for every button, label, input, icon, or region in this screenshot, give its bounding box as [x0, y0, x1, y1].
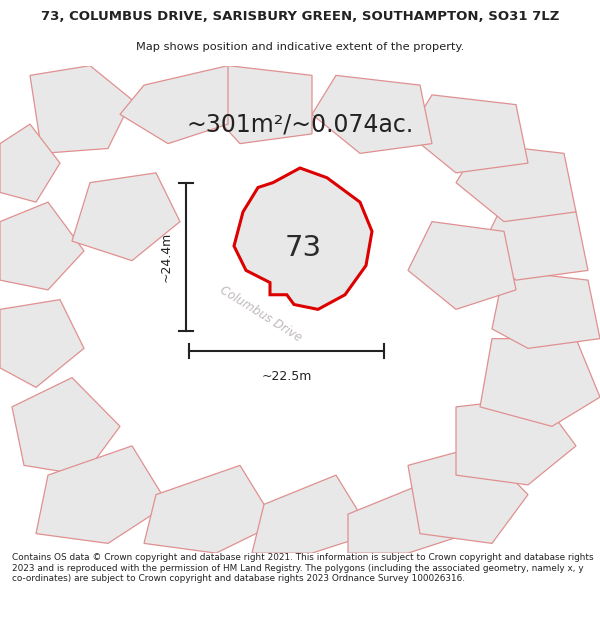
Polygon shape: [408, 446, 528, 543]
Polygon shape: [480, 339, 600, 426]
Text: Contains OS data © Crown copyright and database right 2021. This information is : Contains OS data © Crown copyright and d…: [12, 553, 593, 583]
Text: 73: 73: [284, 234, 322, 262]
Polygon shape: [0, 202, 84, 290]
Polygon shape: [480, 202, 588, 280]
Text: ~22.5m: ~22.5m: [262, 370, 311, 383]
Text: ~24.4m: ~24.4m: [160, 232, 173, 282]
Polygon shape: [252, 475, 372, 553]
Polygon shape: [0, 124, 60, 202]
Polygon shape: [408, 222, 516, 309]
Text: Map shows position and indicative extent of the property.: Map shows position and indicative extent…: [136, 42, 464, 52]
Polygon shape: [312, 76, 432, 153]
Polygon shape: [492, 271, 600, 348]
Text: ~301m²/~0.074ac.: ~301m²/~0.074ac.: [187, 112, 413, 136]
Polygon shape: [252, 202, 339, 263]
Polygon shape: [0, 299, 84, 388]
Polygon shape: [72, 173, 180, 261]
Polygon shape: [456, 144, 576, 222]
Polygon shape: [30, 66, 132, 153]
Polygon shape: [204, 66, 312, 144]
Polygon shape: [408, 95, 528, 173]
Polygon shape: [120, 66, 228, 144]
Polygon shape: [456, 397, 576, 485]
Polygon shape: [348, 485, 468, 553]
Polygon shape: [234, 168, 372, 309]
Polygon shape: [144, 466, 276, 553]
Text: Columbus Drive: Columbus Drive: [218, 284, 304, 344]
Text: 73, COLUMBUS DRIVE, SARISBURY GREEN, SOUTHAMPTON, SO31 7LZ: 73, COLUMBUS DRIVE, SARISBURY GREEN, SOU…: [41, 10, 559, 23]
Polygon shape: [36, 446, 168, 543]
Polygon shape: [12, 378, 120, 475]
